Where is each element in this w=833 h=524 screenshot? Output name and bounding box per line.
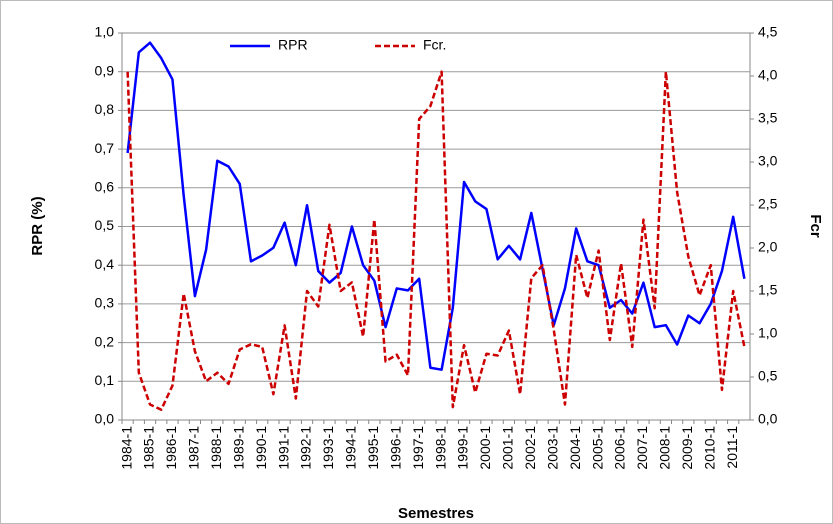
legend-label: Fcr. bbox=[423, 37, 446, 53]
y2-tick-label: 2,5 bbox=[758, 196, 778, 212]
x-tick-label: 1996-1 bbox=[387, 426, 403, 470]
x-tick-label: 1997-1 bbox=[410, 426, 426, 470]
x-tick-label: 2001-1 bbox=[500, 426, 516, 470]
x-tick-label: 2008-1 bbox=[657, 426, 673, 470]
x-tick-label: 2005-1 bbox=[589, 426, 605, 470]
y-tick-label: 0,1 bbox=[95, 372, 115, 388]
x-axis-title: Semestres bbox=[398, 505, 474, 522]
x-tick-label: 2002-1 bbox=[522, 426, 538, 470]
y2-tick-label: 1,0 bbox=[758, 325, 778, 341]
y-tick-label: 0,5 bbox=[95, 217, 115, 233]
y-tick-label: 0,8 bbox=[95, 101, 115, 117]
x-tick-label: 2006-1 bbox=[612, 426, 628, 470]
x-tick-label: 1990-1 bbox=[253, 426, 269, 470]
x-tick-label: 2010-1 bbox=[701, 426, 717, 470]
series-line bbox=[126, 70, 746, 411]
x-tick-label: 1986-1 bbox=[163, 426, 179, 470]
y-tick-label: 0,9 bbox=[95, 62, 115, 78]
y-tick-label: 0,0 bbox=[95, 411, 115, 427]
y-tick-label: 1,0 bbox=[95, 24, 115, 40]
y2-tick-label: 4,0 bbox=[758, 67, 778, 83]
x-tick-label: 2004-1 bbox=[567, 426, 583, 470]
x-tick-label: 2009-1 bbox=[679, 426, 695, 470]
x-tick-label: 1998-1 bbox=[432, 426, 448, 470]
y2-tick-label: 0,5 bbox=[758, 368, 778, 384]
x-tick-label: 1989-1 bbox=[230, 426, 246, 470]
legend-label: RPR bbox=[278, 37, 308, 53]
x-tick-label: 1995-1 bbox=[365, 426, 381, 470]
y-tick-label: 0,3 bbox=[95, 295, 115, 311]
x-tick-label: 1985-1 bbox=[141, 426, 157, 470]
x-tick-label: 1999-1 bbox=[455, 426, 471, 470]
y2-tick-label: 2,0 bbox=[758, 239, 778, 255]
x-tick-label: 1987-1 bbox=[186, 426, 202, 470]
y-tick-label: 0,6 bbox=[95, 179, 115, 195]
y-tick-label: 0,2 bbox=[95, 333, 115, 349]
x-tick-label: 1993-1 bbox=[320, 426, 336, 470]
series-line bbox=[126, 41, 746, 371]
y2-tick-label: 4,5 bbox=[758, 24, 778, 40]
y-tick-label: 0,4 bbox=[95, 256, 115, 272]
x-tick-label: 2011-1 bbox=[724, 426, 740, 469]
x-tick-label: 2000-1 bbox=[477, 426, 493, 470]
x-tick-label: 1994-1 bbox=[343, 426, 359, 470]
y2-tick-label: 1,5 bbox=[758, 282, 778, 298]
y2-tick-label: 0,0 bbox=[758, 411, 778, 427]
y2-axis-title: Fcr bbox=[807, 214, 824, 238]
y-tick-label: 0,7 bbox=[95, 140, 115, 156]
y2-tick-label: 3,0 bbox=[758, 153, 778, 169]
y-axis-title: RPR (%) bbox=[29, 196, 46, 255]
y2-tick-label: 3,5 bbox=[758, 110, 778, 126]
x-tick-label: 2003-1 bbox=[544, 426, 560, 470]
x-tick-label: 1988-1 bbox=[208, 426, 224, 470]
x-tick-label: 2007-1 bbox=[634, 426, 650, 470]
x-tick-label: 1984-1 bbox=[118, 426, 134, 470]
x-tick-label: 1992-1 bbox=[298, 426, 314, 470]
x-tick-label: 1991-1 bbox=[275, 426, 291, 470]
